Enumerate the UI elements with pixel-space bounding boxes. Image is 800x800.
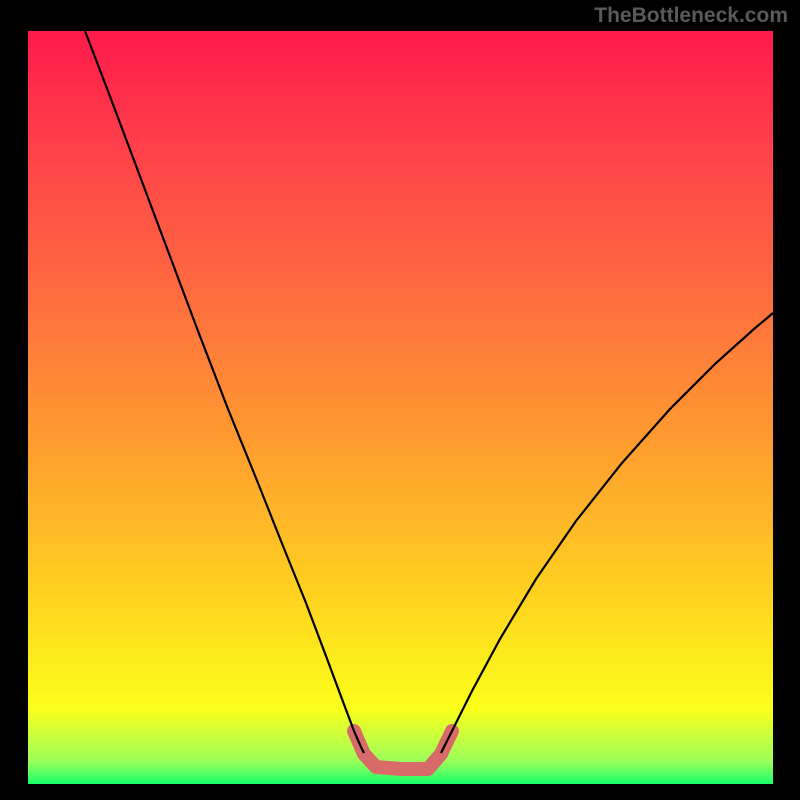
bottleneck-chart bbox=[28, 31, 773, 784]
curve-layer bbox=[28, 31, 773, 784]
bottleneck-curve-left bbox=[85, 31, 364, 753]
watermark-text: TheBottleneck.com bbox=[594, 4, 788, 28]
highlight-trough bbox=[354, 731, 452, 769]
bottleneck-curve-right bbox=[441, 313, 773, 753]
